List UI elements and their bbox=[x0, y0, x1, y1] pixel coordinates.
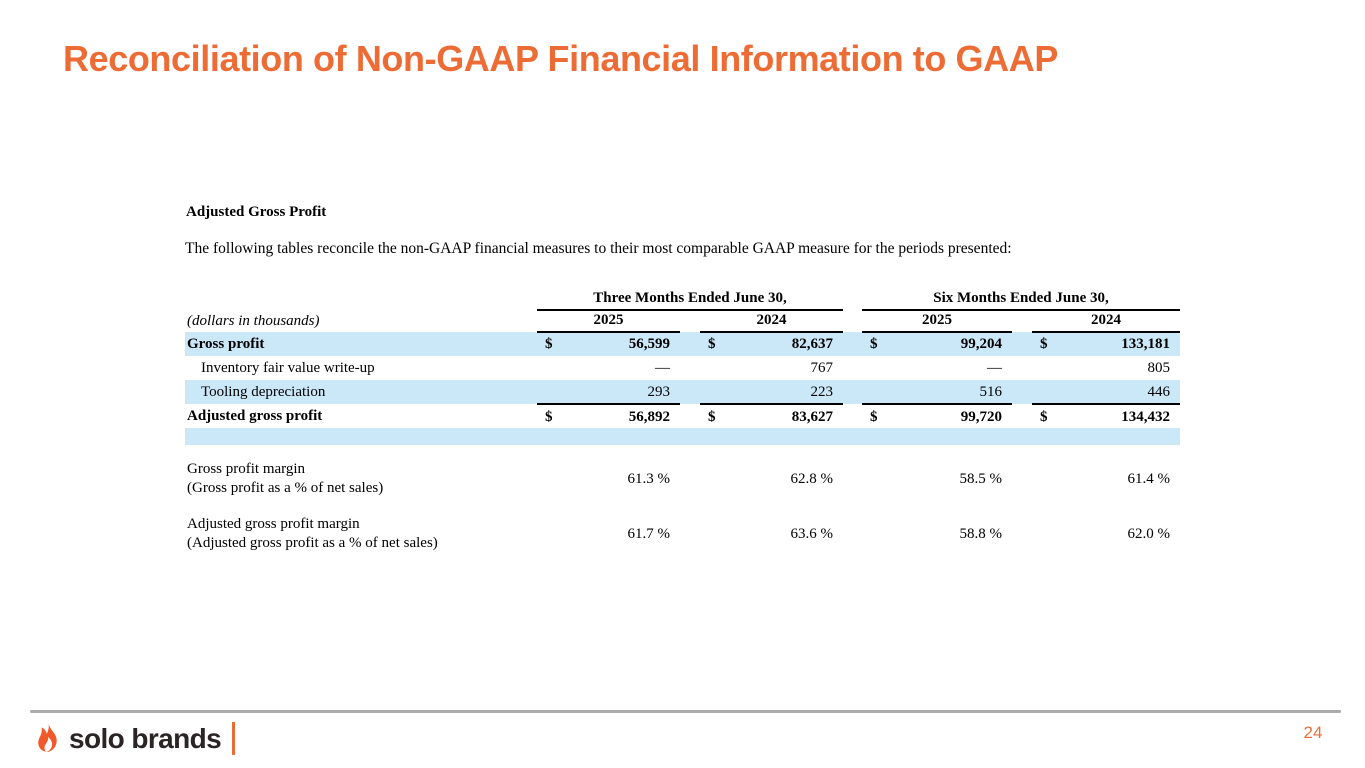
row-gross-profit-margin: Gross profit margin (Gross profit as a %… bbox=[185, 454, 1180, 504]
row-label: Tooling depreciation bbox=[201, 383, 326, 400]
row-label: Gross profit bbox=[187, 335, 265, 352]
margin-value: 61.4 % bbox=[1127, 470, 1171, 487]
margin-value: 62.8 % bbox=[790, 470, 834, 487]
cell: $56,599 bbox=[537, 332, 680, 356]
table-row-tooling-depreciation: Tooling depreciation 293 223 516 446 bbox=[185, 380, 1180, 404]
table-year-header-row: (dollars in thousands) 2025 2024 2025 20… bbox=[185, 309, 1180, 333]
table-row-adjusted-gross-profit: Adjusted gross profit $56,892 $83,627 $9… bbox=[185, 403, 1180, 429]
cell-value: 56,599 bbox=[628, 335, 670, 352]
dollar-sign: $ bbox=[1040, 408, 1048, 425]
cell-value: 767 bbox=[810, 359, 834, 376]
year-header-2024-h: 2024 bbox=[1032, 309, 1180, 333]
dollar-sign: $ bbox=[545, 408, 553, 425]
dollar-sign: $ bbox=[870, 408, 878, 425]
margin-label-line2: (Adjusted gross profit as a % of net sal… bbox=[187, 535, 438, 551]
cell: $99,720 bbox=[862, 403, 1012, 429]
cell: $83,627 bbox=[700, 403, 843, 429]
cell: $82,637 bbox=[700, 332, 843, 356]
cell: 516 bbox=[862, 380, 1012, 404]
cell-value: 223 bbox=[810, 383, 834, 400]
cell: 767 bbox=[700, 356, 843, 380]
cell-value: 56,892 bbox=[628, 408, 670, 425]
table-row-inventory-write-up: Inventory fair value write-up — 767 — 80… bbox=[185, 356, 1180, 380]
year-header-2025-h: 2025 bbox=[862, 309, 1012, 333]
page-number: 24 bbox=[1303, 723, 1323, 742]
row-label: Adjusted gross profit bbox=[187, 407, 323, 424]
cell-value: 83,627 bbox=[791, 408, 833, 425]
column-group-three-months: Three Months Ended June 30, bbox=[537, 287, 843, 311]
margin-value: 63.6 % bbox=[790, 525, 834, 542]
solo-brands-logo: solo brands bbox=[36, 722, 236, 755]
cell-value: 805 bbox=[1147, 359, 1171, 376]
cell: 293 bbox=[537, 380, 680, 404]
cell-value: — bbox=[655, 359, 670, 376]
cell: $56,892 bbox=[537, 403, 680, 429]
flame-icon bbox=[38, 723, 57, 752]
dollar-sign: $ bbox=[545, 335, 553, 352]
margin-label-line1: Adjusted gross profit margin bbox=[187, 516, 360, 532]
row-adjusted-gross-profit-margin: Adjusted gross profit margin (Adjusted g… bbox=[185, 509, 1180, 559]
units-note: (dollars in thousands) bbox=[187, 312, 320, 329]
cell: $133,181 bbox=[1032, 332, 1180, 356]
cell-value: 293 bbox=[647, 383, 671, 400]
cell: — bbox=[862, 356, 1012, 380]
cell-value: — bbox=[987, 359, 1002, 376]
cell-value: 446 bbox=[1147, 383, 1171, 400]
intro-text: The following tables reconcile the non-G… bbox=[185, 240, 1012, 257]
cell: 805 bbox=[1032, 356, 1180, 380]
footer-divider bbox=[30, 710, 1341, 713]
logo-separator-bar bbox=[232, 722, 236, 755]
cell-value: 82,637 bbox=[791, 335, 833, 352]
cell-value: 99,720 bbox=[960, 408, 1002, 425]
row-label: Inventory fair value write-up bbox=[201, 359, 375, 376]
margin-row-label: Adjusted gross profit margin (Adjusted g… bbox=[185, 515, 537, 553]
margin-label-line2: (Gross profit as a % of net sales) bbox=[187, 480, 384, 496]
page-title: Reconciliation of Non-GAAP Financial Inf… bbox=[63, 38, 1058, 79]
table-group-header-row: Three Months Ended June 30, Six Months E… bbox=[185, 287, 1180, 311]
margin-value: 58.8 % bbox=[959, 525, 1003, 542]
dollar-sign: $ bbox=[1040, 335, 1048, 352]
reconciliation-table: Three Months Ended June 30, Six Months E… bbox=[185, 288, 1180, 559]
dollar-sign: $ bbox=[708, 408, 716, 425]
cell-value: 134,432 bbox=[1121, 408, 1170, 425]
margin-value: 62.0 % bbox=[1127, 525, 1171, 542]
cell-value: 133,181 bbox=[1121, 335, 1170, 352]
cell-value: 516 bbox=[979, 383, 1003, 400]
cell-value: 99,204 bbox=[960, 335, 1002, 352]
margin-value: 61.7 % bbox=[627, 525, 671, 542]
margin-value: 58.5 % bbox=[959, 470, 1003, 487]
table-spacer-row bbox=[185, 428, 1180, 445]
year-header-2025-q: 2025 bbox=[537, 309, 680, 333]
table-row-gross-profit: Gross profit $56,599 $82,637 $99,204 $13… bbox=[185, 332, 1180, 356]
cell: $134,432 bbox=[1032, 403, 1180, 429]
margin-label-line1: Gross profit margin bbox=[187, 461, 306, 477]
margin-value: 61.3 % bbox=[627, 470, 671, 487]
section-heading: Adjusted Gross Profit bbox=[186, 204, 327, 220]
cell: — bbox=[537, 356, 680, 380]
cell: 223 bbox=[700, 380, 843, 404]
dollar-sign: $ bbox=[708, 335, 716, 352]
cell: $99,204 bbox=[862, 332, 1012, 356]
dollar-sign: $ bbox=[870, 335, 878, 352]
year-header-2024-q: 2024 bbox=[700, 309, 843, 333]
margin-row-label: Gross profit margin (Gross profit as a %… bbox=[185, 460, 537, 498]
column-group-six-months: Six Months Ended June 30, bbox=[862, 287, 1180, 311]
cell: 446 bbox=[1032, 380, 1180, 404]
logo-wordmark: solo brands bbox=[69, 722, 222, 754]
